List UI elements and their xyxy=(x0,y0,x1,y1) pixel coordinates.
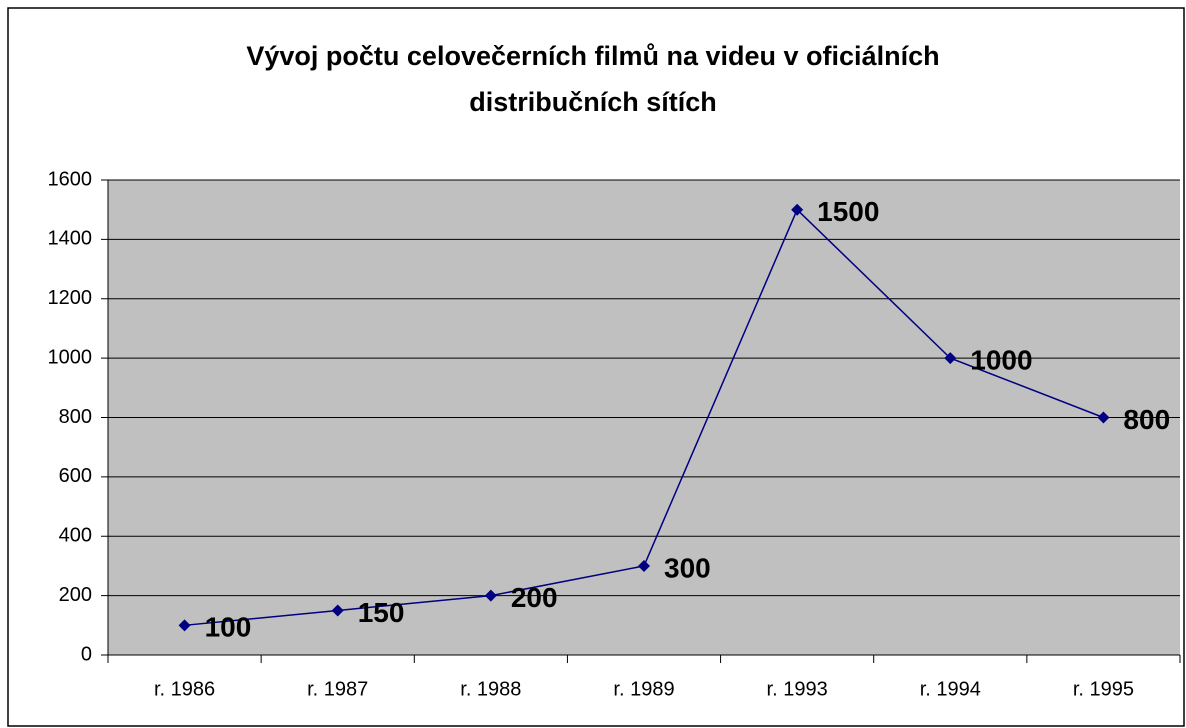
y-tick-label: 0 xyxy=(81,643,92,665)
data-label: 150 xyxy=(358,597,405,628)
y-tick-label: 800 xyxy=(59,406,92,428)
x-tick-label: r. 1995 xyxy=(1073,678,1134,700)
data-label: 300 xyxy=(664,552,711,583)
x-tick-label: r. 1987 xyxy=(307,678,368,700)
data-label: 800 xyxy=(1123,404,1170,435)
data-point xyxy=(178,619,191,632)
data-point xyxy=(1097,411,1110,424)
data-point xyxy=(791,203,804,216)
y-tick-label: 1400 xyxy=(48,228,93,250)
data-label: 100 xyxy=(205,612,252,643)
x-tick-label: r. 1994 xyxy=(920,678,981,700)
data-label: 1000 xyxy=(970,345,1032,376)
data-point xyxy=(638,559,650,572)
x-tick-label: r. 1988 xyxy=(460,678,521,700)
x-tick-label: r. 1989 xyxy=(613,678,674,700)
data-point xyxy=(331,604,344,617)
y-tick-label: 1000 xyxy=(48,346,93,368)
y-tick-label: 600 xyxy=(59,465,92,487)
x-tick-label: r. 1993 xyxy=(767,678,828,700)
data-label: 200 xyxy=(511,582,558,613)
y-tick-label: 200 xyxy=(59,584,92,606)
data-point xyxy=(944,352,957,365)
x-tick-label: r. 1986 xyxy=(154,678,215,700)
chart-title: Vývoj počtu celovečerních filmů na videu… xyxy=(246,41,940,117)
y-tick-label: 400 xyxy=(59,525,92,547)
data-label: 1500 xyxy=(817,196,879,227)
y-tick-label: 1200 xyxy=(48,287,93,309)
data-point xyxy=(484,589,497,602)
y-tick-label: 1600 xyxy=(48,168,93,190)
